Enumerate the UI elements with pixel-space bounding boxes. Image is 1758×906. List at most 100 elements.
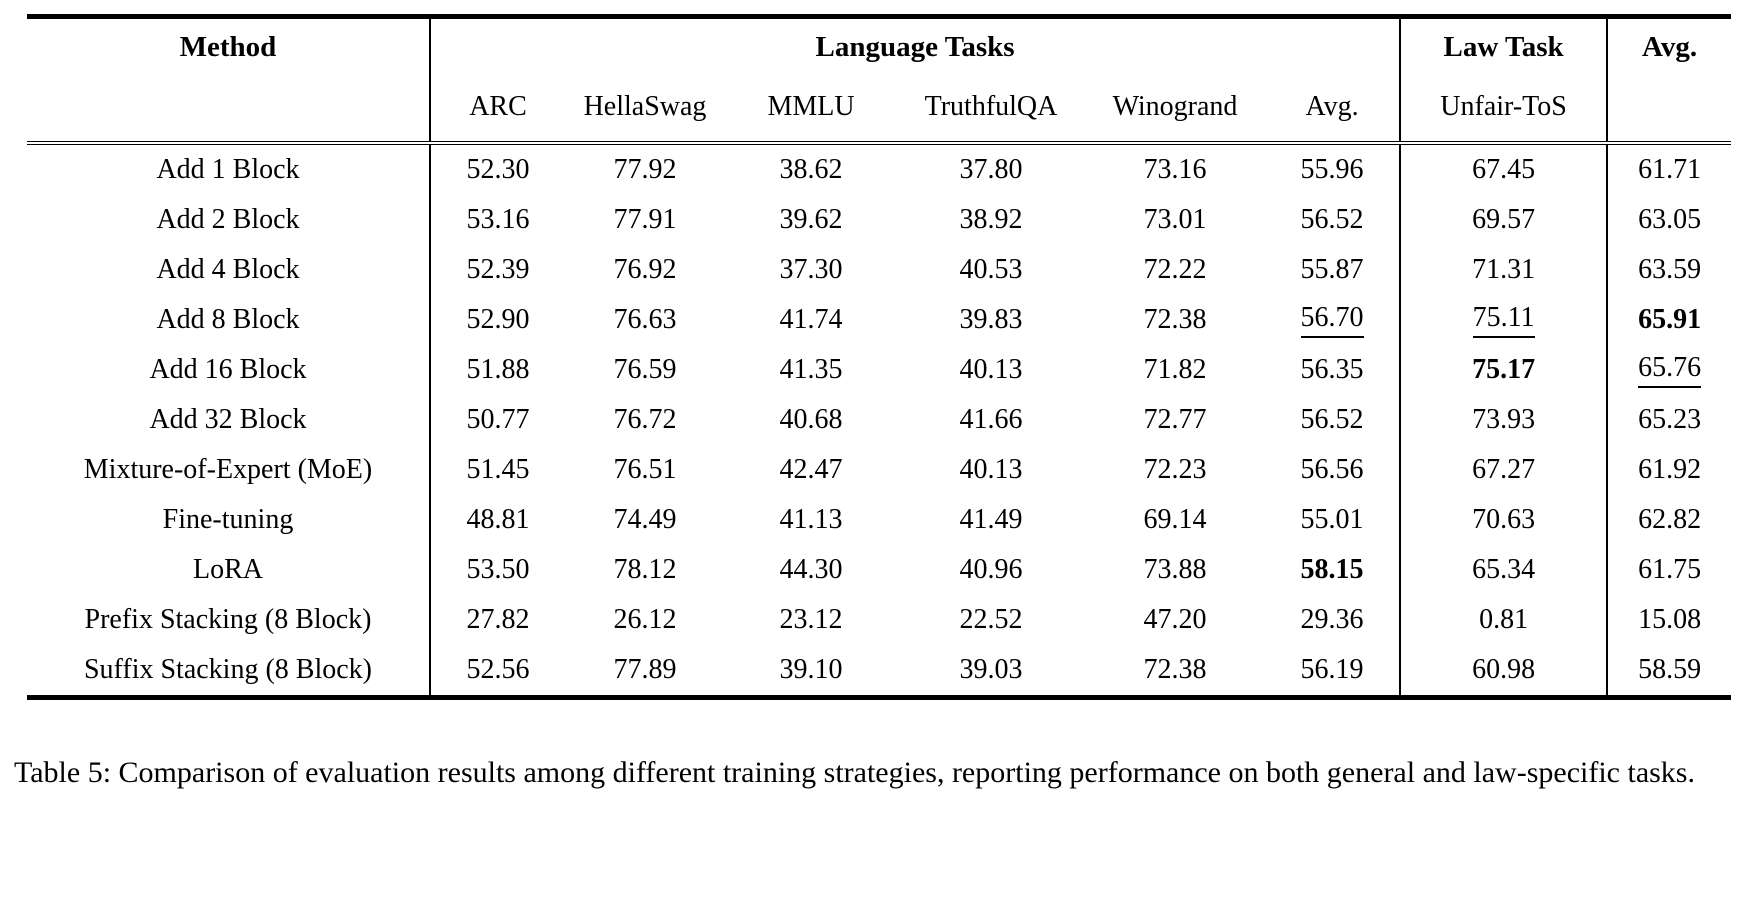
- value-cell: 67.27: [1400, 445, 1609, 495]
- value-cell: 72.77: [1085, 395, 1265, 445]
- value-cell: 40.68: [725, 395, 897, 445]
- cell-value: 41.66: [959, 404, 1023, 435]
- column-header-truthfulqa: TruthfulQA: [897, 85, 1085, 145]
- cell-value: 74.49: [613, 504, 677, 535]
- value-cell: 52.39: [430, 245, 565, 295]
- value-cell: 61.71: [1607, 143, 1731, 195]
- value-cell: 40.96: [897, 545, 1085, 595]
- header-group-row: Method Language Tasks Law Task Avg.: [27, 16, 1732, 145]
- value-cell: 56.70: [1265, 295, 1402, 345]
- column-header-language-avg: Avg.: [1265, 85, 1402, 145]
- cell-value: 69.57: [1472, 204, 1536, 235]
- column-group-law-task: Law Task: [1400, 16, 1609, 85]
- value-cell: 51.88: [430, 345, 565, 395]
- value-cell: 74.49: [565, 495, 725, 545]
- value-cell: 63.59: [1607, 245, 1731, 295]
- value-cell: 50.77: [430, 395, 565, 445]
- cell-value: 76.92: [613, 254, 677, 285]
- value-cell: 42.47: [725, 445, 897, 495]
- method-cell: Add 16 Block: [27, 345, 431, 395]
- cell-value: 73.16: [1143, 154, 1207, 185]
- value-cell: 23.12: [725, 595, 897, 645]
- value-cell: 40.13: [897, 345, 1085, 395]
- value-cell: 72.23: [1085, 445, 1265, 495]
- value-cell: 58.59: [1607, 645, 1731, 698]
- value-cell: 53.50: [430, 545, 565, 595]
- value-cell: 77.91: [565, 195, 725, 245]
- column-header-winogrand: Winogrand: [1085, 85, 1265, 145]
- cell-value: 40.96: [959, 554, 1023, 585]
- cell-value: 23.12: [779, 604, 843, 635]
- cell-value: 41.35: [779, 354, 843, 385]
- cell-value: 71.82: [1143, 354, 1207, 385]
- paper-page: Method Language Tasks Law Task Avg. ARC …: [14, 14, 1732, 789]
- value-cell: 60.98: [1400, 645, 1609, 698]
- value-cell: 40.53: [897, 245, 1085, 295]
- cell-value: 63.05: [1638, 204, 1702, 235]
- value-cell: 41.49: [897, 495, 1085, 545]
- cell-value: 75.11: [1472, 303, 1535, 338]
- cell-value: 51.88: [466, 354, 530, 385]
- cell-value: 39.10: [779, 654, 843, 685]
- cell-value: 65.34: [1472, 554, 1536, 585]
- cell-value: 39.62: [779, 204, 843, 235]
- value-cell: 38.92: [897, 195, 1085, 245]
- cell-value: 42.47: [779, 454, 843, 485]
- cell-value: 77.92: [613, 154, 677, 185]
- value-cell: 37.80: [897, 143, 1085, 195]
- value-cell: 41.66: [897, 395, 1085, 445]
- value-cell: 71.82: [1085, 345, 1265, 395]
- value-cell: 52.90: [430, 295, 565, 345]
- cell-value: 60.98: [1472, 654, 1536, 685]
- cell-value: 55.01: [1300, 504, 1364, 535]
- cell-value: 22.52: [959, 604, 1023, 635]
- value-cell: 52.30: [430, 143, 565, 195]
- cell-value: 63.59: [1638, 254, 1702, 285]
- column-header-arc: ARC: [430, 85, 565, 145]
- method-cell: Suffix Stacking (8 Block): [27, 645, 431, 698]
- value-cell: 70.63: [1400, 495, 1609, 545]
- table-row: Add 32 Block 50.77 76.72 40.68 41.66 72.77 56.…: [27, 395, 1731, 445]
- cell-value: 77.89: [613, 654, 677, 685]
- value-cell: 39.83: [897, 295, 1085, 345]
- value-cell: 76.63: [565, 295, 725, 345]
- value-cell: 41.13: [725, 495, 897, 545]
- method-cell: Mixture-of-Expert (MoE): [27, 445, 431, 495]
- cell-value: 56.52: [1300, 404, 1364, 435]
- cell-value: 40.13: [959, 454, 1023, 485]
- cell-value: 61.71: [1638, 154, 1702, 185]
- value-cell: 72.38: [1085, 645, 1265, 698]
- cell-value: 52.30: [466, 154, 530, 185]
- value-cell: 73.16: [1085, 143, 1265, 195]
- cell-value: 72.23: [1143, 454, 1207, 485]
- value-cell: 44.30: [725, 545, 897, 595]
- cell-value: 53.16: [466, 204, 530, 235]
- value-cell: 73.01: [1085, 195, 1265, 245]
- cell-value: 41.49: [959, 504, 1023, 535]
- value-cell: 61.92: [1607, 445, 1731, 495]
- cell-value: 72.22: [1143, 254, 1207, 285]
- cell-value: 52.39: [466, 254, 530, 285]
- cell-value: 26.12: [613, 604, 677, 635]
- method-cell: Add 32 Block: [27, 395, 431, 445]
- value-cell: 41.35: [725, 345, 897, 395]
- results-table: Method Language Tasks Law Task Avg. ARC …: [27, 14, 1732, 700]
- cell-value: 56.19: [1300, 654, 1364, 685]
- value-cell: 48.81: [430, 495, 565, 545]
- value-cell: 65.76: [1607, 345, 1731, 395]
- table-row: Add 8 Block 52.90 76.63 41.74 39.83 72.38 56.7…: [27, 295, 1731, 345]
- method-cell: Add 8 Block: [27, 295, 431, 345]
- cell-value: 37.30: [779, 254, 843, 285]
- column-header-hellaswag: HellaSwag: [565, 85, 725, 145]
- cell-value: 48.81: [466, 504, 530, 535]
- cell-value: 75.17: [1472, 354, 1536, 385]
- cell-value: 65.76: [1638, 353, 1702, 388]
- value-cell: 51.45: [430, 445, 565, 495]
- value-cell: 67.45: [1400, 143, 1609, 195]
- value-cell: 75.11: [1400, 295, 1609, 345]
- value-cell: 65.23: [1607, 395, 1731, 445]
- table-row: LoRA 53.50 78.12 44.30 40.96 73.88 58.15 65.34 6…: [27, 545, 1731, 595]
- method-cell: Add 2 Block: [27, 195, 431, 245]
- table-row: Prefix Stacking (8 Block) 27.82 26.12 23.12…: [27, 595, 1731, 645]
- cell-value: 40.53: [959, 254, 1023, 285]
